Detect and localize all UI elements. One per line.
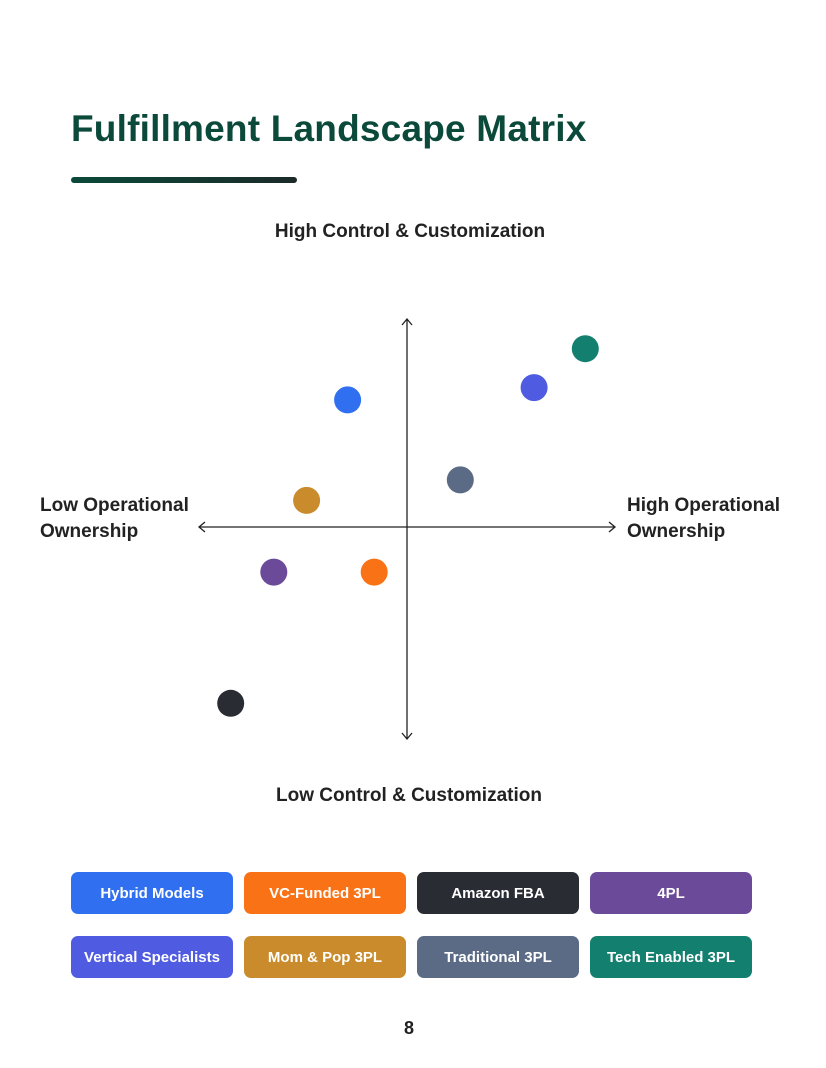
title-underline (71, 177, 297, 183)
point-vertical-specialists (520, 374, 548, 402)
point-vc-funded-3pl (360, 558, 388, 586)
legend-item-tech-enabled-3pl[interactable]: Tech Enabled 3PL (590, 936, 752, 978)
legend-item-amazon-fba[interactable]: Amazon FBA (417, 872, 579, 914)
x-axis-left-arrow (197, 521, 206, 533)
x-axis-high-label: High Operational Ownership (627, 495, 781, 542)
point-mom-pop-3pl (293, 486, 321, 514)
point-tech-enabled-3pl (571, 335, 599, 363)
point-hybrid-models (334, 386, 362, 414)
y-axis-low-label: Low Control & Customization (276, 785, 542, 806)
legend-item-vertical-specialists[interactable]: Vertical Specialists (71, 936, 233, 978)
point-traditional-3pl (446, 466, 474, 494)
x-axis-right-arrow (608, 521, 617, 533)
y-axis-top-arrow (401, 317, 413, 326)
legend-item-mom-pop-3pl[interactable]: Mom & Pop 3PL (244, 936, 406, 978)
point-4pl (260, 558, 288, 586)
page-title: Fulfillment Landscape Matrix (71, 108, 587, 149)
legend-item-hybrid-models[interactable]: Hybrid Models (71, 872, 233, 914)
point-amazon-fba (217, 689, 245, 717)
legend-item-vc-funded-3pl[interactable]: VC-Funded 3PL (244, 872, 406, 914)
x-axis-low-label: Low Operational Ownership (40, 495, 189, 542)
legend-item-traditional-3pl[interactable]: Traditional 3PL (417, 936, 579, 978)
y-axis-bottom-arrow (401, 732, 413, 741)
y-axis-high-label: High Control & Customization (274, 221, 546, 242)
legend-item-4pl[interactable]: 4PL (590, 872, 752, 914)
page-number: 8 (403, 1018, 414, 1038)
